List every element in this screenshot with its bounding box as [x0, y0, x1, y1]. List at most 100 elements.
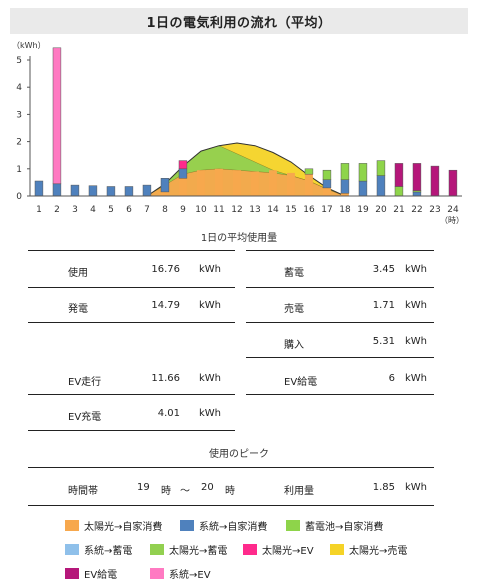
bar-segment: [322, 179, 332, 189]
peak-usage-label: 利用量: [284, 486, 314, 497]
bar-segment: [340, 179, 350, 194]
bar-segment: [394, 186, 404, 197]
stat-label: 売電: [284, 304, 304, 315]
x-tick-label: 24: [447, 205, 459, 215]
bar-segment: [124, 186, 134, 197]
legend-label: 系統→自家消費: [199, 522, 268, 533]
legend-label: 蓄電池→自家消費: [305, 522, 384, 533]
bar-segment: [305, 174, 313, 196]
peak-title: 使用のピーク: [209, 449, 269, 460]
peak-end: 20: [201, 482, 214, 493]
stat-unit: kWh: [199, 264, 222, 275]
divider: [28, 505, 434, 506]
legend-item: 蓄電池→自家消費: [286, 518, 383, 533]
peak-time-label: 時間帯: [68, 486, 98, 497]
y-axis-label: （kWh）: [12, 41, 46, 50]
x-tick-label: 14: [267, 205, 279, 215]
x-tick-label: 15: [285, 205, 296, 215]
x-tick-label: 8: [162, 205, 168, 215]
divider: [28, 467, 434, 468]
x-tick-label: 22: [411, 205, 422, 215]
stat-value: 1.71: [372, 300, 395, 311]
x-tick-label: 17: [321, 205, 332, 215]
x-tick-label: 16: [303, 205, 315, 215]
bar-segment: [358, 180, 368, 197]
bar-segment: [251, 171, 259, 196]
x-tick-label: 12: [231, 205, 242, 215]
stat-label: EV充電: [68, 412, 102, 423]
y-tick-label: 4: [16, 83, 22, 93]
bar-segment: [160, 178, 170, 193]
page-title: 1日の電気利用の流れ（平均）: [10, 8, 468, 34]
legend-item: 太陽光→売電: [330, 542, 407, 557]
peak-hour-unit: 時: [161, 486, 171, 497]
legend-item: EV給電: [65, 566, 117, 581]
peak-hour-unit: 時: [225, 486, 235, 497]
y-tick-label: 3: [16, 110, 22, 120]
legend-label: 太陽光→売電: [349, 546, 408, 557]
x-tick-label: 6: [126, 205, 132, 215]
bar-segment: [70, 184, 80, 197]
bar-segment: [323, 187, 331, 196]
stat-unit: kWh: [199, 373, 222, 384]
bar-segment: [322, 169, 332, 180]
bar-segment: [269, 170, 277, 196]
legend-swatch: [330, 544, 344, 555]
bar-segment: [215, 168, 223, 196]
stat-value: 3.45: [372, 264, 395, 275]
stat-label: 購入: [284, 340, 304, 351]
divider: [246, 250, 434, 251]
legend-swatch: [243, 544, 257, 555]
divider: [246, 287, 434, 288]
y-tick-label: 1: [16, 165, 22, 175]
legend-swatch: [150, 544, 164, 555]
divider: [28, 322, 235, 323]
divider: [28, 287, 235, 288]
bar-segment: [197, 170, 205, 196]
x-tick-label: 19: [357, 205, 369, 215]
stat-value: 14.79: [151, 300, 180, 311]
bar-segment: [34, 180, 44, 197]
x-tick-label: 5: [108, 205, 114, 215]
stat-value: 4.01: [157, 408, 180, 419]
legend-label: 太陽光→EV: [262, 546, 314, 557]
legend-swatch: [65, 568, 79, 579]
bar-segment: [179, 178, 187, 196]
legend-label: EV給電: [84, 570, 118, 581]
bar-segment: [412, 163, 422, 191]
bar-segment: [430, 165, 440, 197]
stat-unit: kWh: [405, 373, 428, 384]
y-tick-label: 2: [16, 138, 22, 148]
y-tick-label: 5: [16, 56, 22, 66]
x-tick-label: 2: [54, 205, 60, 215]
bar-segment: [358, 163, 368, 182]
bar-segment: [106, 186, 116, 197]
peak-usage-unit: kWh: [405, 482, 428, 493]
stat-unit: kWh: [199, 408, 222, 419]
legend-item: 太陽光→自家消費: [65, 518, 162, 533]
stat-label: 発電: [68, 304, 88, 315]
bar-segment: [448, 169, 458, 197]
bar-segment: [412, 191, 422, 197]
stat-value: 6: [388, 373, 395, 384]
legend-item: 系統→蓄電: [65, 542, 132, 557]
bar-segment: [52, 47, 62, 185]
bar-segment: [376, 160, 386, 176]
x-tick-label: 4: [90, 205, 96, 215]
divider: [28, 250, 235, 251]
stat-label: 蓄電: [284, 268, 304, 279]
x-tick-label: 10: [195, 205, 207, 215]
peak-tilde: ～: [180, 486, 190, 497]
stat-unit: kWh: [199, 300, 222, 311]
legend-swatch: [65, 520, 79, 531]
bar-segment: [88, 185, 98, 197]
legend-swatch: [65, 544, 79, 555]
x-tick-label: 1: [36, 205, 42, 215]
legend-swatch: [150, 568, 164, 579]
stat-unit: kWh: [405, 336, 428, 347]
stat-unit: kWh: [405, 300, 428, 311]
divider: [28, 430, 235, 431]
stat-label: EV走行: [68, 377, 102, 388]
x-tick-label: 20: [375, 205, 387, 215]
